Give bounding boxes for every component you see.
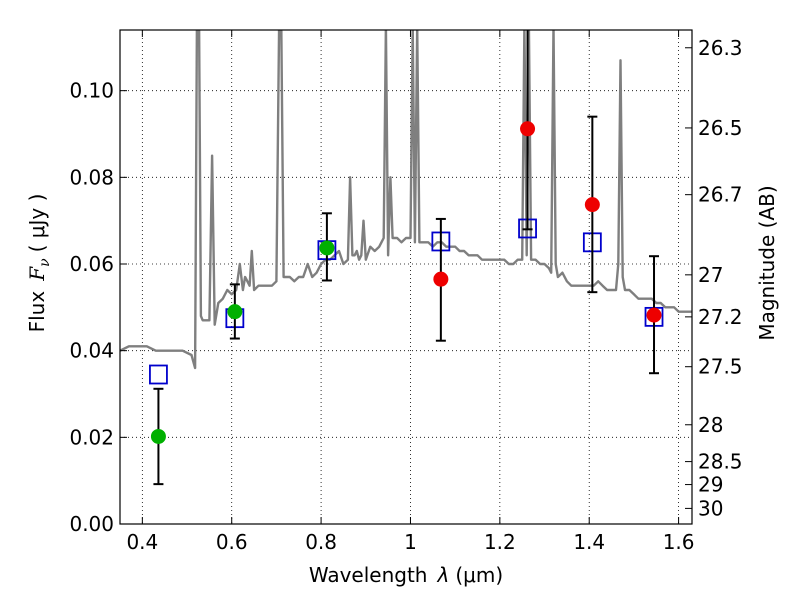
y-axis-label: FluxFν( μJy ) (25, 194, 53, 333)
y2-tick-label: 29 (698, 473, 723, 497)
x-axis-label: Wavelength λ (μm) (309, 563, 503, 587)
y2-tick-label: 27.2 (698, 305, 743, 329)
x-tick-label: 0.4 (126, 530, 158, 554)
x-tick-label: 1.2 (484, 530, 516, 554)
axes: 0.4 0.6 0.8 1 1.2 1.4 1.6 0.00 0.02 0.04 0.06 0.08 0… (69, 30, 743, 554)
observed-red-point (433, 271, 449, 287)
y2-tick-label: 30 (698, 496, 723, 520)
y-tick-label: 0.08 (69, 165, 114, 189)
y-tick-label: 0.06 (69, 252, 114, 276)
y-tick-label: 0.00 (69, 512, 114, 536)
plot-frame (119, 29, 693, 525)
y2-tick-label: 28 (698, 413, 723, 437)
model-photometry-marker (149, 364, 168, 385)
x-tick-label: 1.6 (663, 530, 695, 554)
plot-area (120, 30, 692, 370)
y2-tick-label: 27 (698, 263, 723, 287)
observed-green-point (319, 240, 335, 256)
model-spectrum-line (120, 30, 692, 370)
y-tick-label: 0.10 (69, 79, 114, 103)
x-tick-label: 1 (404, 530, 417, 554)
y2-tick-label: 26.3 (698, 36, 743, 60)
y2-tick-label: 28.5 (698, 450, 743, 474)
y2-tick-label: 26.5 (698, 116, 743, 140)
y2-tick-label: 27.5 (698, 355, 743, 379)
y2-tick-label: 26.7 (698, 183, 743, 207)
x-tick-label: 0.8 (305, 530, 337, 554)
observed-red-point (584, 197, 600, 213)
observed-green-point (150, 428, 166, 444)
y-tick-label: 0.04 (69, 339, 114, 363)
observed-green-point (227, 304, 243, 320)
y2-axis-label: Magnitude (AB) (755, 185, 779, 340)
y-tick-label: 0.02 (69, 425, 114, 449)
observed-red-point (520, 121, 536, 137)
markers (149, 30, 664, 486)
x-tick-label: 0.6 (216, 530, 248, 554)
observed-red-point (646, 307, 662, 323)
x-tick-label: 1.4 (573, 530, 605, 554)
